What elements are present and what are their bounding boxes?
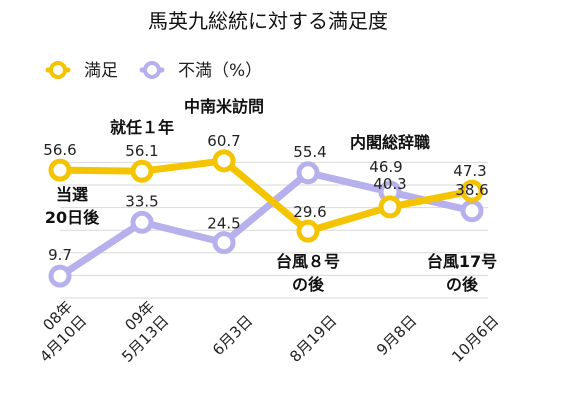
annotation-3-line-0: 当選 [56,185,88,204]
annotation-4: 台風８号の後 [276,252,340,294]
point-0-4 [378,195,402,219]
point-1-2 [212,231,236,255]
value-label-0-1: 56.1 [125,142,158,160]
x-tick-3: 8月19日 [286,312,340,366]
point-0-3 [296,219,320,243]
annotation-2-line-0: 内閣総辞職 [350,133,430,152]
value-label-0-4: 40.3 [373,175,406,193]
value-label-1-3: 55.4 [293,143,326,161]
value-label-0-5: 47.3 [453,162,486,180]
point-1-1 [130,210,154,234]
annotation-3-line-1: 20日後 [45,208,100,227]
annotation-0: 就任１年 [110,118,174,137]
legend: 満足 不満（%） [45,61,262,81]
annotation-5: 台風17号の後 [427,252,497,294]
annotation-3: 当選 20日後 [45,185,100,227]
annotation-5-line-0: 台風17号 [427,252,497,271]
x-tick-5: 10月6日 [448,312,502,366]
x-tick-label-4-0: 9月8日 [373,312,420,359]
x-tick-label-2-0: 6月3日 [209,312,256,359]
value-label-1-4: 46.9 [369,158,402,176]
value-label-1-1: 33.5 [125,192,158,210]
labels-layer: 56.6 56.1 60.7 29.6 40.3 47.3 9.7 33.5 24.5 55.4 4… [43,132,488,264]
value-label-1-2: 24.5 [207,215,240,233]
value-label-0-0: 56.6 [43,141,76,159]
annotation-0-line-0: 就任１年 [110,118,174,137]
point-0-1 [130,159,154,183]
legend-marker-0 [49,61,67,79]
x-tick-4: 9月8日 [373,312,420,359]
value-label-1-0: 9.7 [48,246,72,264]
x-tick-2: 6月3日 [209,312,256,359]
value-label-0-3: 29.6 [293,203,326,221]
annotation-5-line-1: の後 [446,275,479,294]
annotation-4-line-0: 台風８号 [276,252,340,271]
legend-label-0: 満足 [84,61,118,81]
annotation-2: 内閣総辞職 [350,133,430,152]
point-0-0 [48,158,72,182]
x-tick-label-3-0: 8月19日 [286,312,340,366]
point-1-3 [296,161,320,185]
annotation-4-line-1: の後 [292,275,325,294]
series-line-0 [59,157,473,235]
value-label-1-5: 38.6 [455,181,488,199]
annotation-1: 中南米訪問 [184,97,264,116]
annotation-1-line-0: 中南米訪問 [184,97,264,116]
point-0-5 [460,179,484,203]
point-1-0 [48,264,72,288]
chart-title: 馬英九総統に対する満足度 [148,9,388,33]
point-1-5 [460,199,484,223]
series-line-1 [58,169,473,280]
point-0-2 [212,149,236,173]
x-tick-label-5-0: 10月6日 [448,312,502,366]
value-label-0-2: 60.7 [207,132,240,150]
series-layer [48,149,484,288]
legend-label-1: 不満（%） [178,61,262,81]
legend-marker-1 [143,61,161,79]
